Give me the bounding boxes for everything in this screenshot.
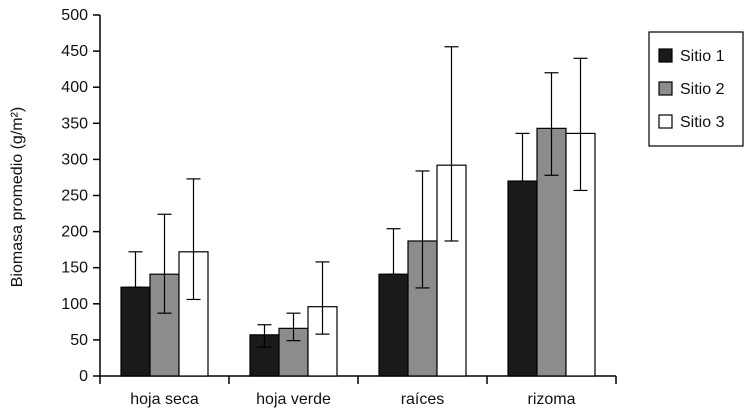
legend-label-sitio-1: Sitio 1 (680, 48, 725, 65)
y-tick-label: 450 (61, 43, 88, 60)
legend: Sitio 1 Sitio 2 Sitio 3 (648, 31, 744, 147)
x-tick-label: raíces (401, 391, 445, 408)
x-tick-label: rizoma (527, 391, 575, 408)
y-axis-title: Biomasa promedio (g/m²) (9, 107, 26, 288)
bars (120, 127, 596, 377)
y-tick-label: 500 (61, 7, 88, 24)
y-tick-label: 0 (79, 368, 88, 385)
bar-sitio-1-rizoma (507, 180, 538, 377)
y-tick-label: 150 (61, 260, 88, 277)
legend-swatch-sitio-1 (658, 48, 673, 63)
bar-sitio-1-raíces (378, 273, 409, 377)
legend-swatch-sitio-2 (658, 81, 673, 96)
y-tick-label: 250 (61, 188, 88, 205)
x-tick-label: hoja seca (130, 391, 199, 408)
legend-swatch-sitio-3 (658, 114, 673, 129)
x-tick-label: hoja verde (256, 391, 331, 408)
bar-sitio-1-hoja-seca (120, 286, 151, 377)
y-axis: 0 50 100 150 200 250 300 350 400 450 500 (61, 7, 101, 385)
y-tick-label: 200 (61, 224, 88, 241)
legend-label-sitio-3: Sitio 3 (680, 114, 725, 131)
y-tick-label: 400 (61, 79, 88, 96)
y-tick-label: 350 (61, 115, 88, 132)
error-bars (128, 46, 588, 348)
y-tick-label: 300 (61, 151, 88, 168)
legend-label-sitio-2: Sitio 2 (680, 81, 725, 98)
y-tick-label: 50 (70, 332, 88, 349)
x-axis: hoja seca hoja verde raíces rizoma (99, 375, 617, 408)
y-tick-label: 100 (61, 296, 88, 313)
